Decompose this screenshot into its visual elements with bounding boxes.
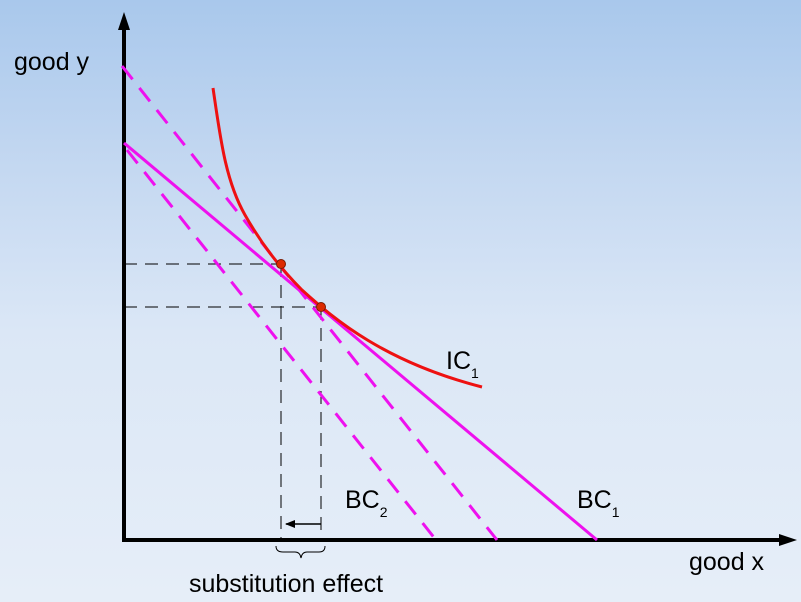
budget-line-bc1 [123, 141, 598, 542]
y-axis-arrow-icon [118, 12, 130, 30]
tangency-point-original [316, 302, 326, 312]
x-axis-arrow-icon [779, 534, 797, 546]
indifference-curve-ic1 [211, 87, 483, 389]
budget-line-dashed-outer [120, 65, 499, 541]
bc1-label: BC1 [577, 486, 620, 520]
tangency-point-new [276, 259, 286, 269]
ic1-label: IC1 [446, 347, 479, 381]
bc2-label: BC2 [345, 486, 388, 520]
y-axis-label: good y [14, 48, 90, 76]
substitution-brace [275, 545, 326, 559]
substitution-effect-label: substitution effect [189, 570, 383, 598]
x-axis-label: good x [689, 548, 765, 576]
